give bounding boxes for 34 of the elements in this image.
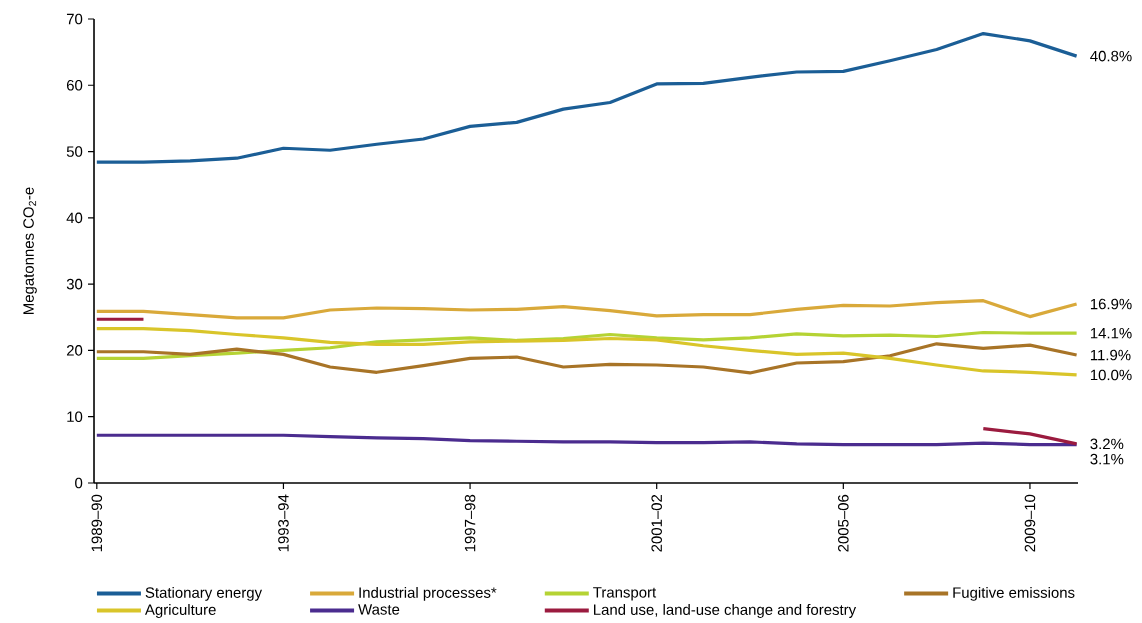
text: 3.2% [1090, 438, 1124, 450]
line-series [95, 330, 1079, 360]
y-tick-label: 50 [66, 146, 83, 157]
legend-label: Transport [593, 587, 657, 601]
x-tick-label: 2009–10 [1024, 494, 1036, 552]
line-series [95, 299, 1079, 320]
legend-label: Stationary energy [145, 586, 263, 601]
y-tick-label: 0 [75, 477, 83, 489]
y-axis-title: Megatonnes CO$_{2}$-e [23, 187, 37, 314]
legend-label: Industrial processes* [359, 586, 497, 601]
text: 40.8% [1090, 50, 1132, 62]
line-series [95, 31, 1079, 164]
text: 16.9% [1090, 298, 1132, 310]
legend-label: Agriculture [144, 604, 216, 618]
line-series [95, 342, 1079, 375]
legend-label: Waste [358, 604, 400, 615]
text: 14.1% [1090, 327, 1132, 339]
y-tick-label: 20 [66, 345, 83, 356]
legend-label: Fugitive emissions [953, 586, 1075, 601]
y-tick-label: 60 [66, 79, 83, 91]
y-tick-label: 40 [66, 212, 83, 224]
legend-label: Land use, land-use change and forestry [594, 604, 857, 618]
x-tick-label: 1997–98 [464, 494, 476, 552]
x-tick-label: 2005–06 [838, 494, 849, 552]
text: 3.1% [1090, 453, 1124, 465]
x-tick-label: 1993–94 [278, 494, 289, 552]
y-tick-label: 10 [67, 411, 83, 422]
text: 10.0% [1090, 369, 1132, 381]
text: 11.9% [1090, 349, 1131, 361]
y-tick-label: 30 [66, 278, 83, 290]
x-tick-label: 2001–02 [651, 494, 662, 552]
x-tick-label: 1989–90 [91, 494, 103, 552]
y-tick-label: 70 [66, 13, 83, 25]
line-series [95, 326, 1079, 377]
